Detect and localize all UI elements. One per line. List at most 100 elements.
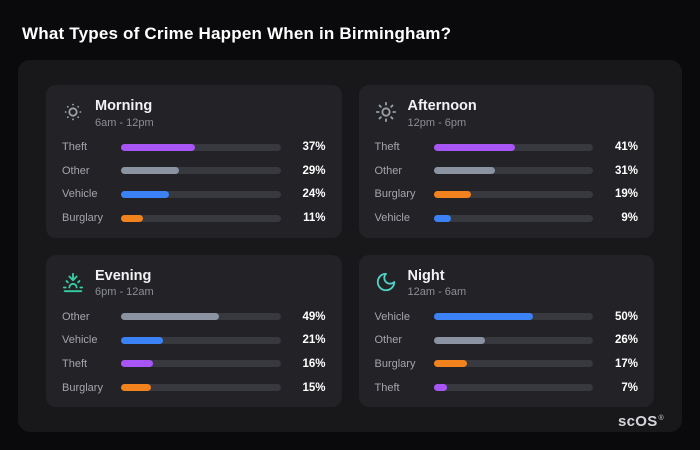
bar-row-theft: Theft 37% xyxy=(62,140,326,155)
crime-type-label: Theft xyxy=(62,141,88,154)
bar-row-theft: Theft 16% xyxy=(62,356,326,371)
bar-track xyxy=(121,360,281,368)
sun-icon xyxy=(375,101,397,123)
card-header: Night 12am - 6am xyxy=(375,268,639,299)
bar-track xyxy=(121,313,281,321)
percentage-value: 16% xyxy=(302,357,326,370)
bar-track xyxy=(433,143,593,151)
timeblock-cards-grid: Morning 6am - 12pm Theft 37% Other 29% Vehicle… xyxy=(18,60,682,432)
percentage-value: 26% xyxy=(614,334,638,347)
bar-row-other: Other 29% xyxy=(62,163,326,178)
crime-type-label: Burglary xyxy=(374,357,416,370)
card-subtitle: 6am - 12pm xyxy=(95,116,154,129)
crime-type-label: Theft xyxy=(374,141,400,154)
bar-row-other: Other 26% xyxy=(375,333,639,348)
card-heading-text: Evening 6pm - 12am xyxy=(95,268,154,299)
bar-track xyxy=(121,143,281,151)
bar-track xyxy=(121,384,281,391)
crime-type-label: Theft xyxy=(374,381,400,394)
bar-track xyxy=(433,384,593,391)
card-title: Night xyxy=(407,267,445,284)
crime-type-label: Other xyxy=(374,164,403,177)
card-heading-text: Morning 6am - 12pm xyxy=(95,98,154,129)
bar-fill xyxy=(121,167,179,175)
bar-track xyxy=(433,360,593,368)
brand-text: scOS xyxy=(617,413,658,430)
card-subtitle: 12pm - 6pm xyxy=(407,116,467,129)
bar-fill xyxy=(433,360,468,368)
bar-fill xyxy=(121,336,163,344)
crime-type-label: Vehicle xyxy=(374,310,410,323)
crime-type-label: Burglary xyxy=(62,381,103,394)
bar-row-burglary: Burglary 19% xyxy=(375,187,639,202)
percentage-value: 49% xyxy=(302,310,326,323)
card-title: Evening xyxy=(95,267,152,284)
moon-icon xyxy=(375,271,397,293)
crime-type-label: Other xyxy=(62,164,90,177)
bar-row-theft: Theft 41% xyxy=(375,140,639,155)
timeblock-card-morning: Morning 6am - 12pm Theft 37% Other 29% Vehicle… xyxy=(46,85,342,238)
bar-fill xyxy=(433,167,496,175)
brand-registered-mark: ® xyxy=(658,415,664,422)
bar-track xyxy=(121,336,281,344)
bar-fill xyxy=(433,143,516,151)
crime-type-label: Vehicle xyxy=(62,334,98,347)
bar-fill xyxy=(121,360,153,368)
crime-type-label: Other xyxy=(374,334,403,347)
timeblock-card-evening: Evening 6pm - 12am Other 49% Vehicle 21% Theft… xyxy=(46,254,342,407)
crime-dashboard-panel: Morning 6am - 12pm Theft 37% Other 29% Vehicle… xyxy=(18,60,682,432)
card-title: Morning xyxy=(95,98,153,114)
page-title: What Types of Crime Happen When in Birmi… xyxy=(22,24,452,43)
percentage-value: 11% xyxy=(303,212,326,224)
bar-track xyxy=(121,190,281,198)
card-header: Afternoon 12pm - 6pm xyxy=(375,98,639,129)
crime-type-label: Other xyxy=(62,310,90,323)
bar-row-vehicle: Vehicle 21% xyxy=(62,333,326,348)
bar-fill xyxy=(433,313,534,321)
bar-row-other: Other 31% xyxy=(375,163,639,178)
bar-track xyxy=(121,167,281,175)
percentage-value: 17% xyxy=(614,357,638,370)
bar-row-burglary: Burglary 11% xyxy=(62,211,326,226)
timeblock-card-afternoon: Afternoon 12pm - 6pm Theft 41% Other 31% Burgl… xyxy=(358,85,654,238)
sun-dim-icon xyxy=(62,101,84,123)
percentage-value: 29% xyxy=(302,164,326,177)
bar-rows: Theft 41% Other 31% Burglary 19% Vehicle 9% xyxy=(375,140,639,226)
crime-type-label: Burglary xyxy=(62,212,103,224)
bar-track xyxy=(433,214,593,222)
card-heading-text: Afternoon 12pm - 6pm xyxy=(408,98,477,129)
bar-row-burglary: Burglary 15% xyxy=(62,380,326,395)
bar-fill xyxy=(433,214,452,222)
brand-logo: scOS® xyxy=(618,413,664,430)
card-title: Afternoon xyxy=(407,98,477,114)
bar-rows: Vehicle 50% Other 26% Burglary 17% Theft 7% xyxy=(375,309,639,395)
percentage-value: 41% xyxy=(614,141,638,154)
bar-track xyxy=(433,313,593,321)
percentage-value: 7% xyxy=(621,381,638,394)
bar-fill xyxy=(121,313,219,321)
card-subtitle: 6pm - 12am xyxy=(95,286,154,299)
card-header: Morning 6am - 12pm xyxy=(62,98,326,129)
bar-fill xyxy=(121,384,151,391)
bar-fill xyxy=(433,336,486,344)
bar-track xyxy=(433,167,593,175)
bar-row-burglary: Burglary 17% xyxy=(375,356,639,371)
bar-fill xyxy=(121,214,143,222)
bar-fill xyxy=(121,143,195,151)
bar-fill xyxy=(433,190,472,198)
percentage-value: 31% xyxy=(614,164,638,177)
bar-track xyxy=(433,190,593,198)
bar-fill xyxy=(433,384,448,391)
bar-track xyxy=(433,336,593,344)
crime-type-label: Vehicle xyxy=(374,212,410,224)
card-subtitle: 12am - 6am xyxy=(407,286,467,299)
percentage-value: 15% xyxy=(302,381,326,394)
crime-type-label: Vehicle xyxy=(62,188,98,201)
bar-track xyxy=(121,214,281,222)
card-heading-text: Night 12am - 6am xyxy=(408,268,467,299)
card-header: Evening 6pm - 12am xyxy=(62,268,326,299)
sunset-icon xyxy=(62,271,84,293)
bar-fill xyxy=(121,190,169,198)
crime-type-label: Burglary xyxy=(374,188,416,201)
